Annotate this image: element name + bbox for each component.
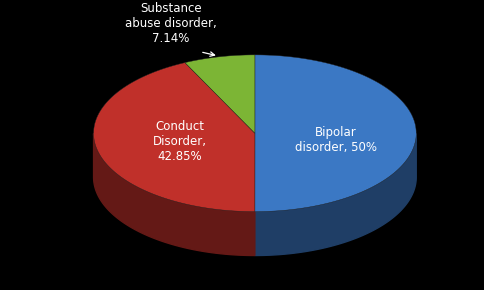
Polygon shape (255, 134, 416, 255)
Polygon shape (185, 55, 255, 133)
Text: Substance
abuse disorder,
7.14%: Substance abuse disorder, 7.14% (125, 2, 217, 45)
Polygon shape (255, 55, 416, 212)
Polygon shape (93, 133, 255, 255)
Ellipse shape (93, 99, 416, 255)
Text: Bipolar
disorder, 50%: Bipolar disorder, 50% (295, 126, 377, 153)
Text: Conduct
Disorder,
42.85%: Conduct Disorder, 42.85% (152, 120, 206, 163)
Polygon shape (93, 63, 255, 212)
